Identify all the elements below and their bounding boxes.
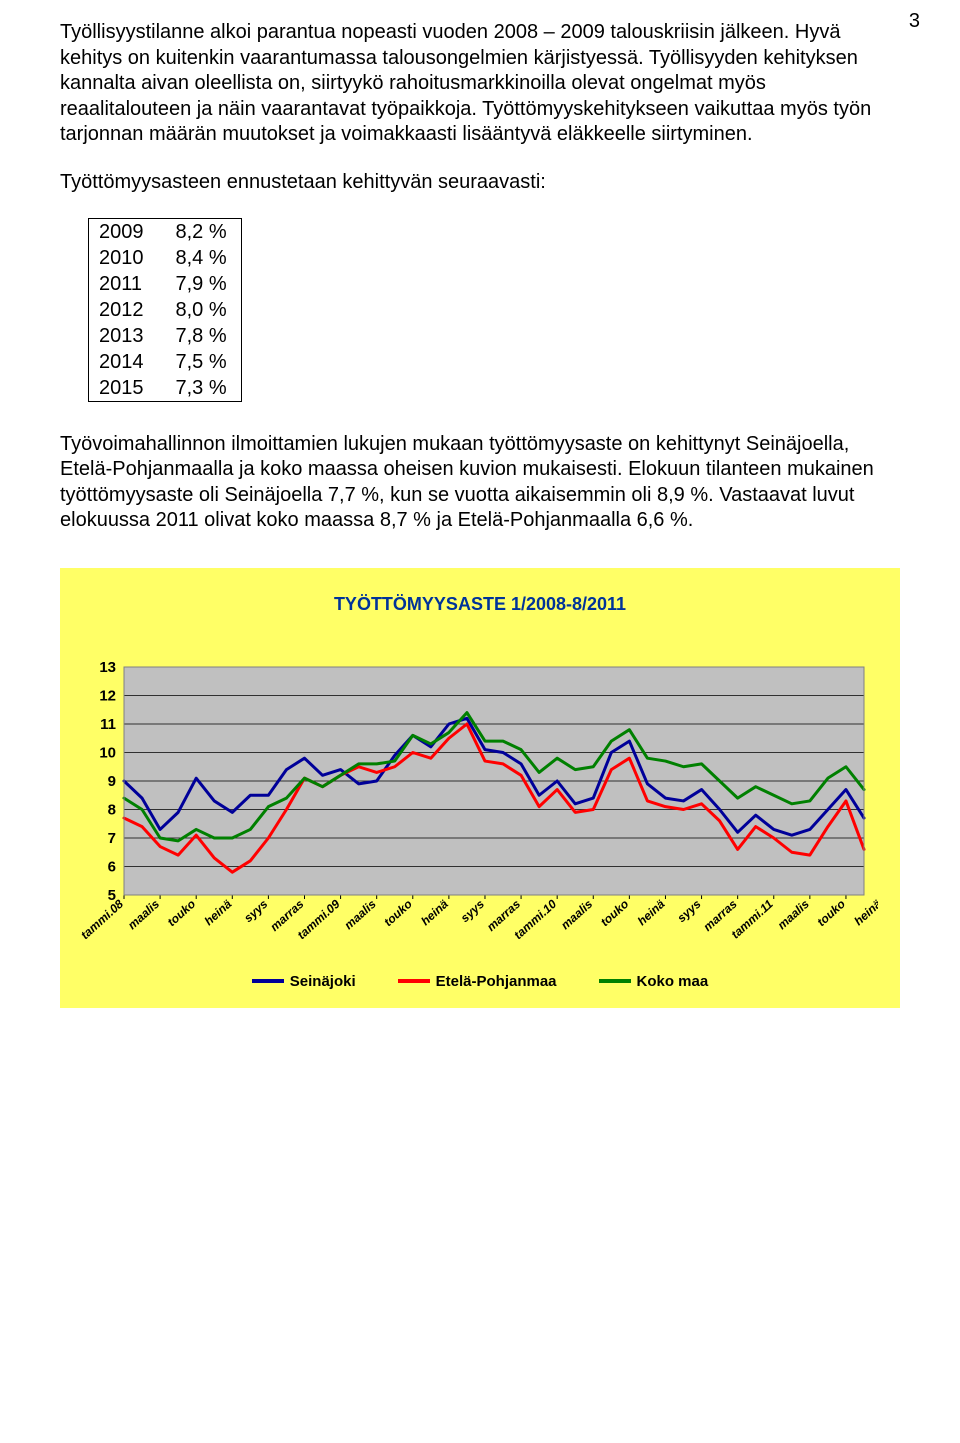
legend-label: Koko maa xyxy=(637,973,709,990)
svg-text:heinä: heinä xyxy=(202,897,235,929)
chart-title: TYÖTTÖMYYSASTE 1/2008-8/2011 xyxy=(78,594,882,615)
forecast-value: 7,8 % xyxy=(166,323,241,349)
svg-text:maalis: maalis xyxy=(342,897,379,933)
table-row: 20128,0 % xyxy=(89,297,241,323)
chart-legend: Seinäjoki Etelä-Pohjanmaa Koko maa xyxy=(78,973,882,990)
line-chart: 5678910111213tammi.08maalistoukoheinäsyy… xyxy=(78,659,878,959)
svg-text:tammi.08: tammi.08 xyxy=(78,897,126,942)
document-page: 3 Työllisyystilanne alkoi parantua nopea… xyxy=(0,0,960,1048)
forecast-value: 7,5 % xyxy=(166,349,241,375)
chart-container: TYÖTTÖMYYSASTE 1/2008-8/2011 56789101112… xyxy=(60,568,900,1008)
svg-text:maalis: maalis xyxy=(775,897,812,933)
legend-label: Etelä-Pohjanmaa xyxy=(436,973,557,990)
legend-label: Seinäjoki xyxy=(290,973,356,990)
paragraph-3: Työvoimahallinnon ilmoittamien lukujen m… xyxy=(60,432,900,534)
svg-text:syys: syys xyxy=(458,897,487,925)
table-row: 20147,5 % xyxy=(89,349,241,375)
svg-text:maalis: maalis xyxy=(125,897,162,933)
legend-swatch xyxy=(398,979,430,983)
legend-swatch xyxy=(599,979,631,983)
forecast-value: 7,3 % xyxy=(166,375,241,401)
svg-text:heinä: heinä xyxy=(851,897,878,929)
paragraph-2: Työttömyysasteen ennustetaan kehittyvän … xyxy=(60,170,900,196)
page-number: 3 xyxy=(909,10,920,33)
svg-text:touko: touko xyxy=(165,897,199,929)
table-row: 20157,3 % xyxy=(89,375,241,401)
forecast-year: 2009 xyxy=(89,219,166,245)
svg-text:8: 8 xyxy=(108,801,116,818)
forecast-value: 8,2 % xyxy=(166,219,241,245)
forecast-year: 2011 xyxy=(89,271,166,297)
forecast-table: 20098,2 %20108,4 %20117,9 %20128,0 %2013… xyxy=(88,218,242,402)
svg-text:12: 12 xyxy=(99,687,116,704)
forecast-year: 2012 xyxy=(89,297,166,323)
svg-text:heinä: heinä xyxy=(635,897,668,929)
svg-text:10: 10 xyxy=(99,744,116,761)
paragraph-1: Työllisyystilanne alkoi parantua nopeast… xyxy=(60,20,900,148)
svg-text:syys: syys xyxy=(241,897,270,925)
legend-item: Etelä-Pohjanmaa xyxy=(398,973,557,990)
svg-text:13: 13 xyxy=(99,659,116,676)
svg-text:9: 9 xyxy=(108,773,116,790)
svg-text:7: 7 xyxy=(108,830,116,847)
table-row: 20137,8 % xyxy=(89,323,241,349)
svg-text:touko: touko xyxy=(381,897,415,929)
forecast-year: 2010 xyxy=(89,245,166,271)
svg-text:touko: touko xyxy=(598,897,632,929)
table-row: 20108,4 % xyxy=(89,245,241,271)
svg-text:syys: syys xyxy=(674,897,703,925)
forecast-value: 7,9 % xyxy=(166,271,241,297)
forecast-value: 8,0 % xyxy=(166,297,241,323)
table-row: 20117,9 % xyxy=(89,271,241,297)
svg-text:heinä: heinä xyxy=(418,897,451,929)
forecast-year: 2015 xyxy=(89,375,166,401)
legend-swatch xyxy=(252,979,284,983)
svg-text:11: 11 xyxy=(100,716,116,733)
svg-text:maalis: maalis xyxy=(558,897,595,933)
table-row: 20098,2 % xyxy=(89,219,241,245)
forecast-year: 2013 xyxy=(89,323,166,349)
svg-text:touko: touko xyxy=(814,897,848,929)
legend-item: Seinäjoki xyxy=(252,973,356,990)
svg-text:6: 6 xyxy=(108,858,116,875)
forecast-value: 8,4 % xyxy=(166,245,241,271)
legend-item: Koko maa xyxy=(599,973,709,990)
forecast-year: 2014 xyxy=(89,349,166,375)
